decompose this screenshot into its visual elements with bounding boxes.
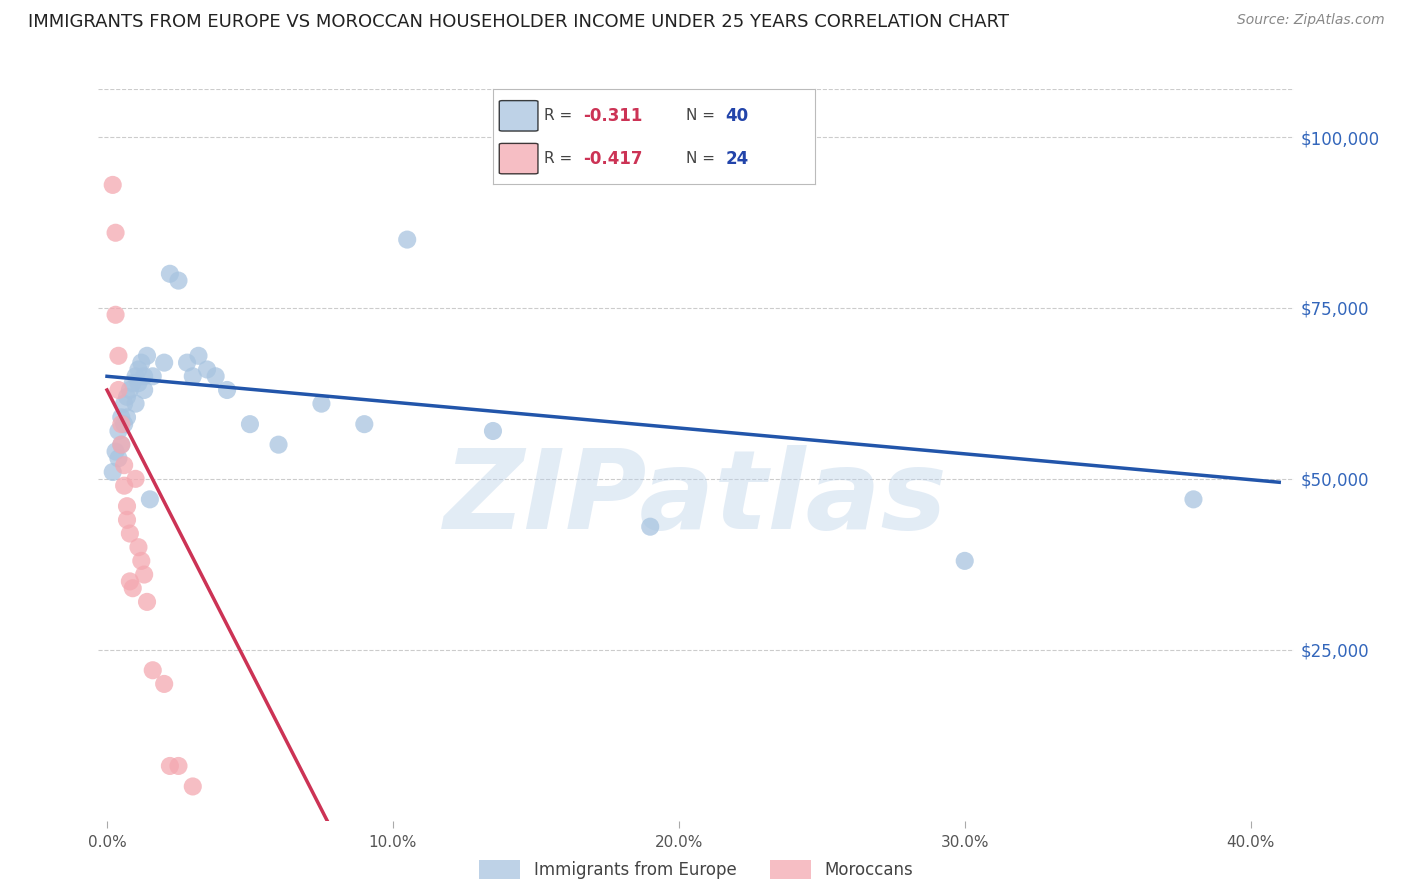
Point <box>112 458 135 472</box>
Point <box>204 369 226 384</box>
Point <box>142 663 165 677</box>
Point <box>107 383 129 397</box>
Point <box>115 499 138 513</box>
Point <box>139 492 162 507</box>
Point <box>124 369 146 384</box>
Point <box>187 349 209 363</box>
Point <box>153 677 176 691</box>
Point <box>101 178 124 192</box>
Point <box>396 233 419 247</box>
Point <box>239 417 262 432</box>
Point <box>181 369 204 384</box>
Point <box>110 417 132 432</box>
Point <box>124 397 146 411</box>
Point <box>107 451 129 466</box>
Point <box>1182 492 1205 507</box>
Point <box>127 376 149 391</box>
Point <box>110 438 132 452</box>
Point <box>104 444 127 458</box>
Point <box>159 759 181 773</box>
Point <box>112 417 135 432</box>
Text: ZIPatlas: ZIPatlas <box>444 445 948 552</box>
Point <box>267 438 290 452</box>
Point <box>167 759 190 773</box>
Point <box>124 472 146 486</box>
Point <box>121 581 143 595</box>
Point <box>136 595 159 609</box>
Point <box>115 410 138 425</box>
Point <box>127 540 149 554</box>
Point <box>110 438 132 452</box>
Point <box>953 554 976 568</box>
Legend: Immigrants from Europe, Moroccans: Immigrants from Europe, Moroccans <box>472 853 920 886</box>
Point <box>153 356 176 370</box>
Point <box>311 397 333 411</box>
Point <box>104 308 127 322</box>
Point <box>159 267 181 281</box>
Point <box>112 478 135 492</box>
Point <box>101 465 124 479</box>
Point <box>131 356 153 370</box>
Point <box>176 356 198 370</box>
Point <box>134 567 156 582</box>
Point <box>115 390 138 404</box>
Point <box>107 424 129 438</box>
Point <box>115 513 138 527</box>
Point <box>121 376 143 391</box>
Text: Source: ZipAtlas.com: Source: ZipAtlas.com <box>1237 13 1385 28</box>
Point <box>217 383 239 397</box>
Point <box>127 362 149 376</box>
Point <box>118 526 141 541</box>
Point <box>638 519 661 533</box>
Point <box>118 383 141 397</box>
Point <box>134 383 156 397</box>
Point <box>118 574 141 589</box>
Text: IMMIGRANTS FROM EUROPE VS MOROCCAN HOUSEHOLDER INCOME UNDER 25 YEARS CORRELATION: IMMIGRANTS FROM EUROPE VS MOROCCAN HOUSE… <box>28 13 1010 31</box>
Point <box>482 424 505 438</box>
Point <box>142 369 165 384</box>
Point <box>107 349 129 363</box>
Point <box>353 417 375 432</box>
Point <box>136 349 159 363</box>
Point <box>131 554 153 568</box>
Point <box>104 226 127 240</box>
Point <box>112 397 135 411</box>
Point <box>134 369 156 384</box>
Point <box>167 274 190 288</box>
Point <box>195 362 218 376</box>
Point <box>110 410 132 425</box>
Point <box>181 780 204 794</box>
